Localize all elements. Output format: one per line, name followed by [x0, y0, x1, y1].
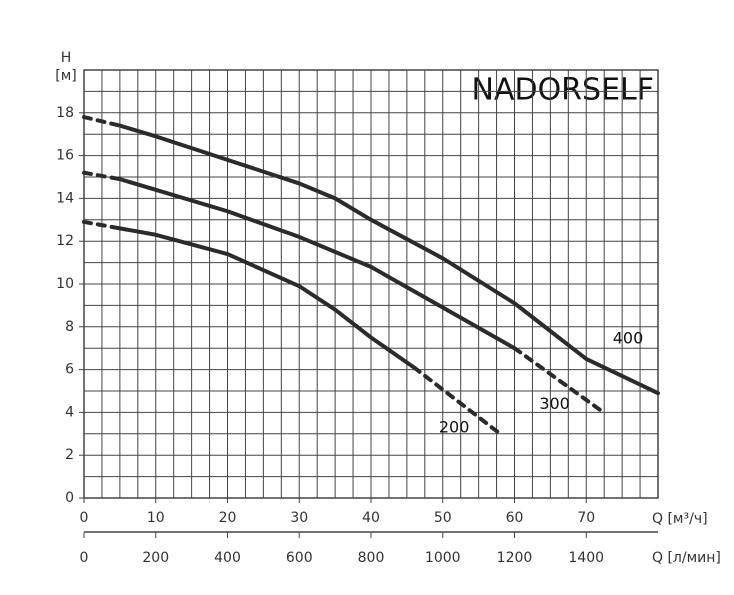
series-label: 200 [439, 417, 470, 436]
curve-solid [117, 177, 517, 351]
y-tick-label: 10 [56, 276, 74, 292]
curve-dashed-end [412, 365, 503, 436]
y-unit: [м] [55, 68, 77, 84]
y-tick-label: 8 [65, 319, 74, 335]
curve-dashed-start [82, 219, 122, 231]
y-tick-label: 4 [65, 404, 74, 420]
x2-tick-label: 400 [214, 550, 241, 566]
curve-dashed-end [512, 346, 603, 413]
curve-dashed-start [82, 170, 122, 182]
x-tick-label: 50 [434, 510, 452, 526]
y-tick-label: 18 [56, 105, 74, 121]
watermark: NADORSELF [472, 73, 655, 108]
x2-label: Q [л/мин] [652, 550, 721, 566]
x-tick-label: 10 [147, 510, 165, 526]
x2-tick-label: 200 [142, 550, 169, 566]
x2-tick-label: 600 [286, 550, 313, 566]
x-tick-label: 0 [80, 510, 89, 526]
x-tick-label: 20 [219, 510, 237, 526]
x-tick-label: 70 [577, 510, 595, 526]
x2-tick-label: 0 [80, 550, 89, 566]
x-tick-label: 30 [290, 510, 308, 526]
series-label: 400 [613, 329, 644, 348]
y-tick-label: 16 [56, 148, 74, 164]
curve-solid [117, 226, 417, 370]
x-label: Q [м³/ч] [652, 511, 708, 527]
series-label: 300 [539, 394, 570, 413]
y-tick-label: 14 [56, 190, 74, 206]
x2-tick-label: 1200 [497, 550, 533, 566]
y-tick-label: 0 [65, 490, 74, 506]
curve-dashed-start [82, 115, 122, 128]
curve-solid [117, 123, 660, 396]
y-tick-label: 12 [56, 233, 74, 249]
x-tick-label: 60 [506, 510, 524, 526]
x2-tick-label: 1400 [568, 550, 604, 566]
x-tick-label: 40 [362, 510, 380, 526]
y-tick-label: 6 [65, 362, 74, 378]
y-tick-label: 2 [65, 447, 74, 463]
x2-tick-label: 1000 [425, 550, 461, 566]
x2-tick-label: 800 [358, 550, 385, 566]
y-label: H [61, 50, 72, 66]
